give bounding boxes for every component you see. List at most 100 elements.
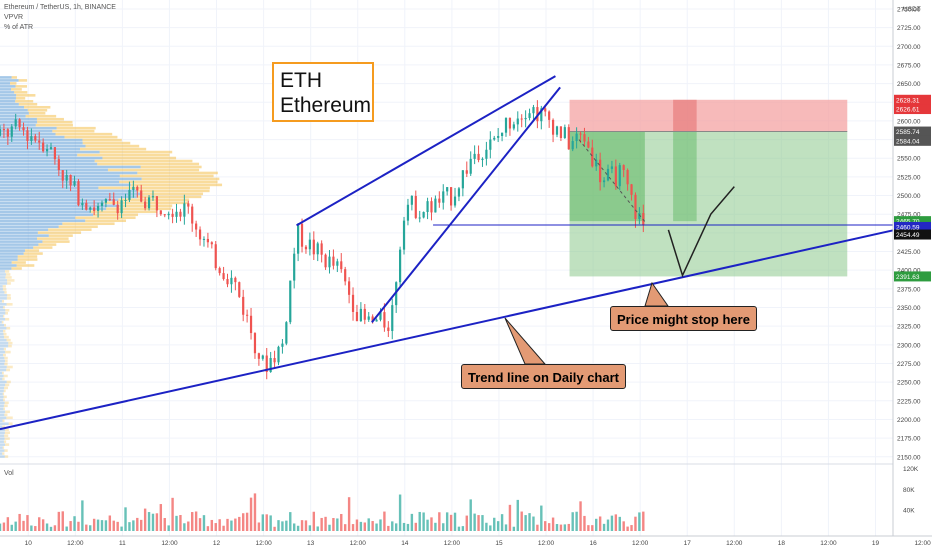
- candle-down[interactable]: [579, 133, 582, 135]
- candle-up[interactable]: [104, 199, 108, 203]
- candle-down[interactable]: [414, 195, 417, 218]
- candle-down[interactable]: [198, 229, 202, 240]
- candle-up[interactable]: [571, 141, 574, 150]
- candle-down[interactable]: [599, 159, 602, 183]
- candle-up[interactable]: [167, 213, 170, 216]
- candle-up[interactable]: [524, 117, 527, 120]
- candle-down[interactable]: [116, 204, 119, 214]
- candle-up[interactable]: [638, 213, 641, 220]
- candle-up[interactable]: [469, 158, 472, 174]
- candle-up[interactable]: [0, 129, 2, 136]
- candle-up[interactable]: [10, 126, 13, 137]
- candle-up[interactable]: [100, 202, 104, 207]
- candle-down[interactable]: [340, 261, 343, 270]
- candle-down[interactable]: [171, 213, 174, 217]
- trend-line-wedge-lower[interactable]: [371, 86, 561, 324]
- candle-down[interactable]: [22, 127, 25, 131]
- candle-down[interactable]: [614, 166, 617, 187]
- candle-down[interactable]: [206, 238, 209, 243]
- candle-down[interactable]: [465, 170, 468, 174]
- candle-up[interactable]: [289, 280, 292, 323]
- candle-up[interactable]: [426, 201, 429, 213]
- candle-down[interactable]: [222, 273, 225, 280]
- candle-down[interactable]: [163, 214, 166, 216]
- candle-up[interactable]: [375, 319, 378, 322]
- candle-down[interactable]: [242, 296, 245, 315]
- trend-line-wedge-upper[interactable]: [296, 75, 556, 227]
- candle-up[interactable]: [45, 149, 49, 152]
- candle-down[interactable]: [140, 190, 143, 202]
- candle-up[interactable]: [30, 136, 33, 141]
- candle-down[interactable]: [634, 194, 637, 220]
- candle-down[interactable]: [77, 181, 80, 206]
- candle-down[interactable]: [449, 187, 453, 206]
- candle-up[interactable]: [269, 358, 272, 373]
- candle-up[interactable]: [512, 124, 515, 129]
- candle-up[interactable]: [293, 253, 296, 281]
- candle-down[interactable]: [300, 223, 304, 247]
- candle-down[interactable]: [159, 210, 162, 215]
- candle-up[interactable]: [328, 256, 331, 268]
- candle-down[interactable]: [57, 159, 60, 171]
- trend-line-daily-trend[interactable]: [0, 220, 932, 431]
- candle-down[interactable]: [583, 134, 586, 142]
- candle-up[interactable]: [497, 135, 500, 138]
- candle-up[interactable]: [316, 243, 319, 255]
- candle-down[interactable]: [26, 130, 29, 141]
- candle-down[interactable]: [304, 246, 308, 250]
- candle-up[interactable]: [14, 119, 17, 127]
- candle-down[interactable]: [238, 282, 241, 297]
- candle-up[interactable]: [147, 197, 151, 209]
- candle-up[interactable]: [261, 355, 264, 359]
- candle-down[interactable]: [246, 314, 249, 316]
- candle-down[interactable]: [324, 254, 327, 268]
- candle-down[interactable]: [61, 170, 64, 181]
- candle-down[interactable]: [363, 308, 366, 320]
- candle-down[interactable]: [53, 147, 57, 160]
- candle-up[interactable]: [410, 195, 413, 205]
- candle-down[interactable]: [430, 201, 433, 213]
- candle-down[interactable]: [383, 312, 386, 328]
- candle-down[interactable]: [218, 268, 221, 274]
- candle-up[interactable]: [96, 206, 100, 211]
- candle-down[interactable]: [6, 129, 9, 137]
- candle-up[interactable]: [473, 153, 476, 159]
- candle-down[interactable]: [85, 202, 88, 210]
- candle-up[interactable]: [602, 180, 606, 183]
- candle-up[interactable]: [183, 203, 186, 217]
- candle-up[interactable]: [422, 212, 425, 218]
- candle-down[interactable]: [344, 269, 347, 282]
- candle-up[interactable]: [81, 202, 84, 206]
- candle-down[interactable]: [234, 277, 237, 283]
- candle-down[interactable]: [348, 281, 351, 295]
- candle-down[interactable]: [548, 111, 551, 120]
- candle-up[interactable]: [575, 133, 578, 142]
- candle-up[interactable]: [367, 316, 370, 320]
- candle-down[interactable]: [214, 244, 217, 269]
- candle-up[interactable]: [277, 346, 280, 363]
- candle-down[interactable]: [351, 294, 355, 312]
- candle-up[interactable]: [49, 147, 53, 150]
- candle-down[interactable]: [591, 147, 594, 167]
- candle-down[interactable]: [387, 327, 390, 331]
- candle-up[interactable]: [230, 277, 233, 285]
- candle-down[interactable]: [195, 223, 198, 230]
- candle-down[interactable]: [320, 243, 323, 255]
- candle-down[interactable]: [622, 165, 625, 170]
- candle-down[interactable]: [108, 199, 111, 201]
- candle-up[interactable]: [618, 165, 621, 187]
- candle-up[interactable]: [453, 196, 457, 206]
- candle-up[interactable]: [540, 108, 543, 122]
- candle-down[interactable]: [136, 186, 139, 191]
- projected-path[interactable]: [667, 186, 735, 278]
- candle-up[interactable]: [281, 343, 284, 347]
- candle-down[interactable]: [544, 108, 547, 112]
- candle-up[interactable]: [595, 159, 598, 167]
- candle-up[interactable]: [65, 174, 68, 181]
- candle-up[interactable]: [336, 261, 339, 266]
- candle-down[interactable]: [520, 118, 523, 120]
- candle-down[interactable]: [265, 355, 268, 373]
- price-stop-callout[interactable]: Price might stop here: [610, 306, 757, 331]
- candle-up[interactable]: [124, 199, 127, 201]
